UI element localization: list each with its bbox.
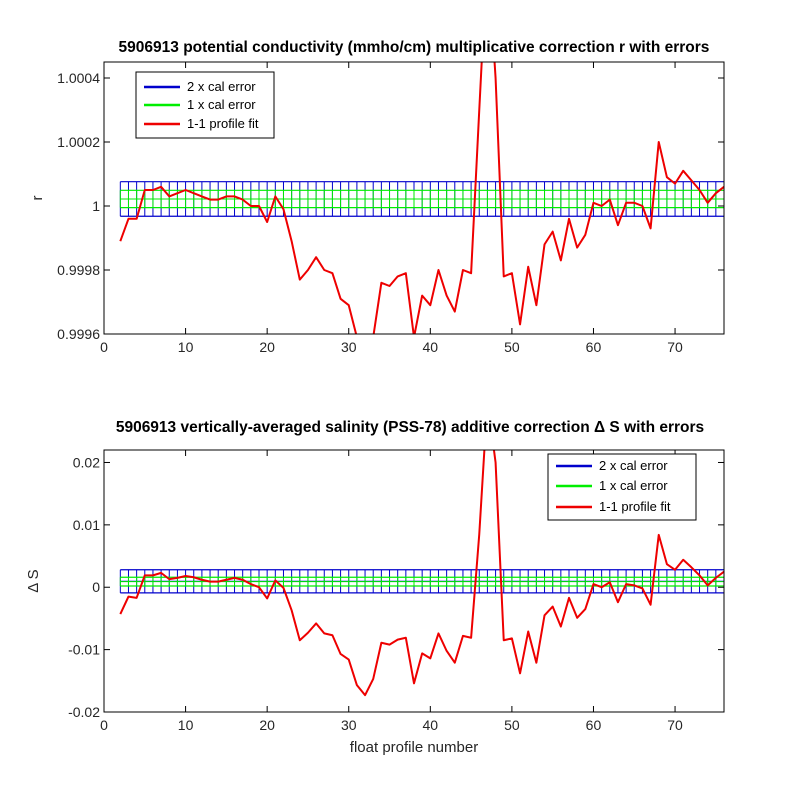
x-axis-label: float profile number [350,739,478,756]
chart-title: 5906913 potential conductivity (mmho/cm)… [119,39,710,56]
legend: 2 x cal error 1 x cal error 1-1 profile … [547,453,697,521]
axes-box [103,61,725,335]
y-ticks: 0.9996 0.9998 1 1.0002 1.0004 [57,70,724,342]
x-tick-label: 10 [178,339,194,355]
plot-area [119,62,724,334]
x-tick-label: 50 [504,339,520,355]
chart-top: 5906913 potential conductivity (mmho/cm)… [29,39,725,355]
legend-label-1-cal-error: 1 x cal error [187,97,256,112]
x-tick-label: 40 [423,339,439,355]
x-tick-label: 40 [423,717,439,733]
y-ticks: -0.02 -0.01 0 0.01 0.02 [68,454,724,720]
x-tick-label: 0 [100,339,108,355]
axes-box [103,449,725,713]
legend-label-2-cal-error: 2 x cal error [187,79,256,94]
x-tick-label: 0 [100,717,108,733]
legend-label-1-cal-error: 1 x cal error [599,478,668,493]
plot-area [119,450,724,697]
y-tick-label: 0.9996 [57,326,100,342]
series-profile-fit-line [119,450,724,697]
y-tick-label: 0.02 [73,454,100,470]
y-tick-label: 1.0004 [57,70,100,86]
x-tick-label: 60 [586,339,602,355]
y-axis-label: Δ S [25,569,42,592]
y-tick-label: 0 [92,579,100,595]
series-profile-fit-line [119,62,724,334]
x-tick-label: 60 [586,717,602,733]
x-tick-label: 30 [341,339,357,355]
y-tick-label: -0.01 [68,642,100,658]
x-tick-label: 70 [667,339,683,355]
x-ticks: 0 10 20 30 40 50 60 70 [100,450,683,733]
y-tick-label: 0.01 [73,517,100,533]
y-tick-label: 1 [92,198,100,214]
x-tick-label: 10 [178,717,194,733]
chart-bottom: 5906913 vertically-averaged salinity (PS… [25,419,725,756]
legend-label-profile-fit: 1-1 profile fit [187,116,259,131]
y-tick-label: 1.0002 [57,134,100,150]
y-tick-label: -0.02 [68,704,100,720]
x-tick-label: 20 [259,339,275,355]
x-tick-label: 70 [667,717,683,733]
x-tick-label: 30 [341,717,357,733]
y-axis-label: r [29,196,46,201]
y-tick-label: 0.9998 [57,262,100,278]
chart-title: 5906913 vertically-averaged salinity (PS… [116,419,704,436]
legend-label-profile-fit: 1-1 profile fit [599,499,671,514]
x-tick-label: 50 [504,717,520,733]
x-ticks: 0 10 20 30 40 50 60 70 [100,62,683,355]
legend-label-2-cal-error: 2 x cal error [599,458,668,473]
x-tick-label: 20 [259,717,275,733]
legend: 2 x cal error 1 x cal error 1-1 profile … [135,71,275,139]
